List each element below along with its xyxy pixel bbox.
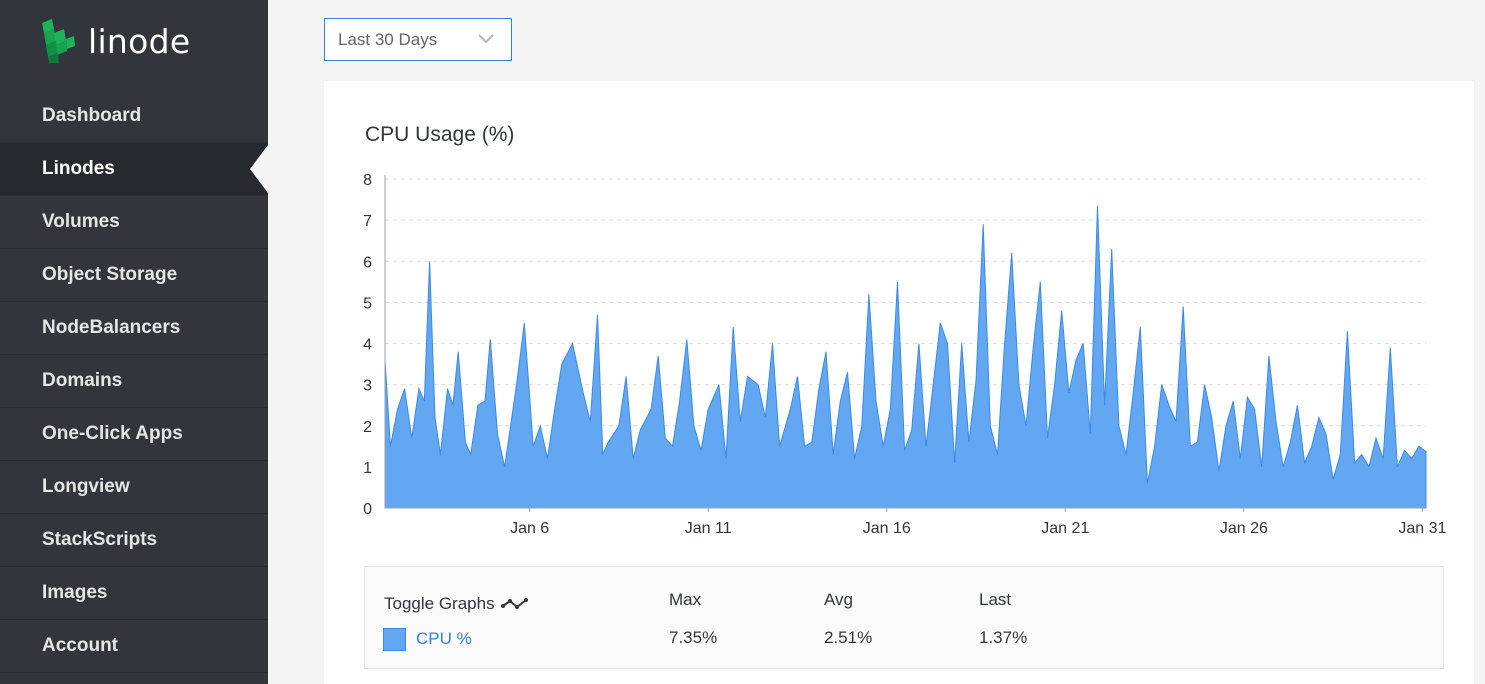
y-tick-label: 4 [363, 337, 372, 354]
sidebar-item-volumes[interactable]: Volumes [0, 196, 268, 249]
chart-title: CPU Usage (%) [365, 123, 515, 146]
graph-legend: Toggle Graphs Max Avg Last CPU % 7.35% 2… [364, 566, 1444, 669]
sidebar-item-linodes[interactable]: Linodes [0, 143, 268, 196]
y-tick-label: 1 [363, 460, 372, 477]
sidebar-item-domains[interactable]: Domains [0, 355, 268, 408]
avg-value: 2.51% [824, 628, 873, 647]
toggle-graphs-label: Toggle Graphs [384, 594, 495, 613]
y-tick-label: 2 [363, 419, 372, 436]
y-tick-label: 6 [363, 254, 372, 271]
y-tick-label: 3 [363, 378, 372, 395]
y-tick-label: 7 [363, 213, 372, 230]
sidebar-item-account[interactable]: Account [0, 620, 268, 673]
sidebar-item-object-storage[interactable]: Object Storage [0, 249, 268, 302]
x-tick-label: Jan 16 [863, 520, 911, 537]
time-range-select[interactable]: Last 30 Days [324, 18, 512, 61]
time-range-value: Last 30 Days [338, 29, 438, 49]
x-tick-label: Jan 31 [1398, 520, 1446, 537]
series-toggle-cpu[interactable]: CPU % [416, 629, 472, 648]
sidebar-item-dashboard[interactable]: Dashboard [0, 90, 268, 143]
series-color-swatch[interactable] [383, 628, 406, 651]
y-tick-label: 8 [363, 172, 372, 189]
line-graph-icon [500, 598, 528, 609]
brand-name: linode [88, 21, 191, 61]
linode-logo-icon [42, 19, 75, 63]
sidebar-nav: Dashboard Linodes Volumes Object Storage… [0, 90, 268, 673]
sidebar-item-stackscripts[interactable]: StackScripts [0, 514, 268, 567]
x-tick-label: Jan 21 [1041, 520, 1089, 537]
avg-header: Avg [824, 590, 853, 609]
sidebar-item-images[interactable]: Images [0, 567, 268, 620]
last-value: 1.37% [979, 628, 1028, 647]
x-tick-label: Jan 26 [1220, 520, 1268, 537]
sidebar-item-one-click-apps[interactable]: One-Click Apps [0, 408, 268, 461]
chevron-down-icon [478, 34, 494, 44]
max-header: Max [669, 590, 702, 609]
linode-logo[interactable]: linode [40, 18, 191, 64]
cpu-series-area [384, 205, 1427, 509]
sidebar-item-nodebalancers[interactable]: NodeBalancers [0, 302, 268, 355]
cpu-usage-chart: 0 1 2 3 4 5 6 7 8 Jan 6 Jan 11 Jan 16 Jan 21 Jan 26 Ja… [363, 172, 1446, 537]
x-tick-label: Jan 6 [510, 520, 549, 537]
x-tick-label: Jan 11 [685, 520, 732, 537]
y-tick-label: 0 [363, 501, 372, 518]
last-header: Last [979, 590, 1012, 609]
cpu-graph-panel: CPU Usage (%) 0 1 2 3 4 5 6 7 8 Jan 6 Jan 11 Jan 16… [324, 81, 1474, 684]
max-value: 7.35% [669, 628, 718, 647]
sidebar-item-longview[interactable]: Longview [0, 461, 268, 514]
y-tick-label: 5 [363, 295, 372, 312]
sidebar: linode Dashboard Linodes Volumes Object … [0, 0, 268, 684]
toggle-graphs[interactable]: Toggle Graphs [384, 594, 529, 614]
